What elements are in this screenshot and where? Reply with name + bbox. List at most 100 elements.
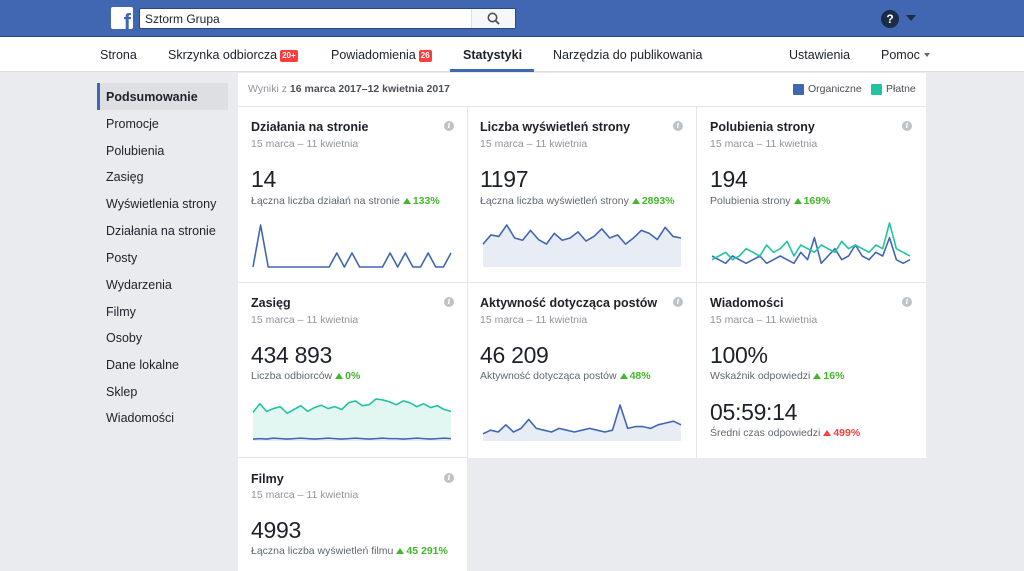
card-subtitle: Łączna liczba wyświetleń strony 2893% xyxy=(480,195,675,207)
tab-statystyki[interactable]: Statystyki xyxy=(463,48,523,62)
page-actions-sparkline xyxy=(252,224,452,268)
card-value: 46 209 xyxy=(480,342,549,368)
change-up: 133% xyxy=(400,195,440,207)
info-icon[interactable]: i xyxy=(902,297,912,307)
chevron-down-icon xyxy=(923,53,930,57)
info-icon[interactable]: i xyxy=(444,121,454,131)
notifications-badge: 26 xyxy=(418,50,432,62)
sidebar-item-posty[interactable]: Posty xyxy=(106,251,138,265)
card-subtitle: Aktywność dotycząca postów 48% xyxy=(480,370,651,382)
reach-sparkline xyxy=(252,398,452,441)
tab-powiadomienia[interactable]: Powiadomienia 26 xyxy=(331,48,432,62)
divider xyxy=(696,106,697,458)
sidebar-item-sklep[interactable]: Sklep xyxy=(106,385,138,399)
card-subtitle: Liczba odbiorców 0% xyxy=(251,370,361,382)
info-icon[interactable]: i xyxy=(673,297,683,307)
change-up-negative: 499% xyxy=(820,427,860,439)
help-icon[interactable]: ? xyxy=(881,10,899,28)
legend-organic-label: Organiczne xyxy=(808,83,862,95)
page-likes-sparkline xyxy=(711,222,911,265)
card-title[interactable]: Zasięg xyxy=(251,296,291,310)
change-up: 0% xyxy=(332,370,360,382)
series-line-0 xyxy=(711,236,911,265)
sidebar-item-zasieg[interactable]: Zasięg xyxy=(106,170,144,184)
info-icon[interactable]: i xyxy=(444,297,454,307)
series-area xyxy=(483,225,681,267)
change-up: 16% xyxy=(810,370,844,382)
series-area xyxy=(253,399,451,441)
series-line-0 xyxy=(482,224,682,245)
card-date: 15 marca – 11 kwietnia xyxy=(710,314,818,326)
card-value: 14 xyxy=(251,166,276,192)
series-line-1 xyxy=(252,437,452,440)
search-input[interactable]: Sztorm Grupa xyxy=(139,8,516,29)
sidebar-item-polubienia[interactable]: Polubienia xyxy=(106,144,165,158)
card-value: 194 xyxy=(710,166,748,192)
top-bar: f Sztorm Grupa ? xyxy=(0,0,1024,37)
sidebar-item-wiadomosci[interactable]: Wiadomości xyxy=(106,411,175,425)
change-up: 45 291% xyxy=(393,545,447,557)
tab-strona[interactable]: Strona xyxy=(100,48,137,62)
inbox-badge: 20+ xyxy=(280,50,298,62)
page-views-sparkline xyxy=(482,224,682,267)
card-title[interactable]: Aktywność dotycząca postów xyxy=(480,296,658,310)
card-value: 434 893 xyxy=(251,342,333,368)
card-title[interactable]: Działania na stronie xyxy=(251,120,369,134)
card-date: 15 marca – 11 kwietnia xyxy=(480,314,588,326)
series-line-0 xyxy=(252,224,452,268)
card-title[interactable]: Liczba wyświetleń strony xyxy=(480,120,631,134)
card-subtitle: Łączna liczba wyświetleń filmu 45 291% xyxy=(251,545,448,557)
card-date: 15 marca – 11 kwietnia xyxy=(710,138,818,150)
tab-pomoc[interactable]: Pomoc xyxy=(881,48,930,62)
tab-narzedzia-do-publikowania[interactable]: Narzędzia do publikowania xyxy=(553,48,703,62)
card-subtitle-secondary: Średni czas odpowiedzi 499% xyxy=(710,427,861,439)
card-date: 15 marca – 11 kwietnia xyxy=(251,314,359,326)
info-icon[interactable]: i xyxy=(902,121,912,131)
account-menu-caret-icon[interactable] xyxy=(906,15,916,21)
card-subtitle: Wskaźnik odpowiedzi 16% xyxy=(710,370,845,382)
legend-paid-swatch xyxy=(871,84,882,95)
card-date: 15 marca – 11 kwietnia xyxy=(480,138,588,150)
search-button[interactable] xyxy=(471,9,515,28)
divider xyxy=(238,282,926,283)
series-line-0 xyxy=(252,398,452,415)
card-value-secondary: 05:59:14 xyxy=(710,399,798,425)
sidebar-item-dane-lokalne[interactable]: Dane lokalne xyxy=(106,358,179,372)
card-title[interactable]: Filmy xyxy=(251,472,284,486)
results-range: Wyniki z 16 marca 2017–12 kwietnia 2017 xyxy=(248,83,450,95)
post-engagement-sparkline xyxy=(482,404,682,441)
search-value[interactable]: Sztorm Grupa xyxy=(145,12,220,26)
sidebar-item-osoby[interactable]: Osoby xyxy=(106,331,143,345)
facebook-logo-icon[interactable]: f xyxy=(111,7,133,29)
sidebar-active-highlight xyxy=(97,83,228,110)
card-date: 15 marca – 11 kwietnia xyxy=(251,138,359,150)
sidebar-item-podsumowanie[interactable]: Podsumowanie xyxy=(106,90,198,104)
divider xyxy=(467,106,468,458)
info-icon[interactable]: i xyxy=(444,473,454,483)
series-area xyxy=(483,405,681,441)
divider xyxy=(238,457,467,458)
series-line-0 xyxy=(482,404,682,435)
card-subtitle: Polubienia strony 169% xyxy=(710,195,831,207)
card-date: 15 marca – 11 kwietnia xyxy=(251,489,359,501)
legend-paid-label: Płatne xyxy=(886,83,916,95)
legend-organic-swatch xyxy=(793,84,804,95)
card-value: 100% xyxy=(710,342,768,368)
sidebar-item-filmy[interactable]: Filmy xyxy=(106,305,136,319)
card-value: 1197 xyxy=(480,166,529,192)
tab-ustawienia[interactable]: Ustawienia xyxy=(789,48,851,62)
tab-skrzynka-odbiorcza[interactable]: Skrzynka odbiorcza 20+ xyxy=(168,48,298,62)
change-up: 169% xyxy=(791,195,831,207)
sidebar-item-dzialania-na-stronie[interactable]: Działania na stronie xyxy=(106,224,216,238)
active-tab-indicator xyxy=(450,69,534,72)
card-value: 4993 xyxy=(251,517,301,543)
series-line-1 xyxy=(711,222,911,261)
card-title[interactable]: Polubienia strony xyxy=(710,120,815,134)
sidebar-item-wyswietlenia-strony[interactable]: Wyświetlenia strony xyxy=(106,197,217,211)
divider xyxy=(238,106,926,107)
card-title[interactable]: Wiadomości xyxy=(710,296,784,310)
sidebar-item-promocje[interactable]: Promocje xyxy=(106,117,159,131)
info-icon[interactable]: i xyxy=(673,121,683,131)
sidebar-item-wydarzenia[interactable]: Wydarzenia xyxy=(106,278,172,292)
change-up: 48% xyxy=(617,370,651,382)
